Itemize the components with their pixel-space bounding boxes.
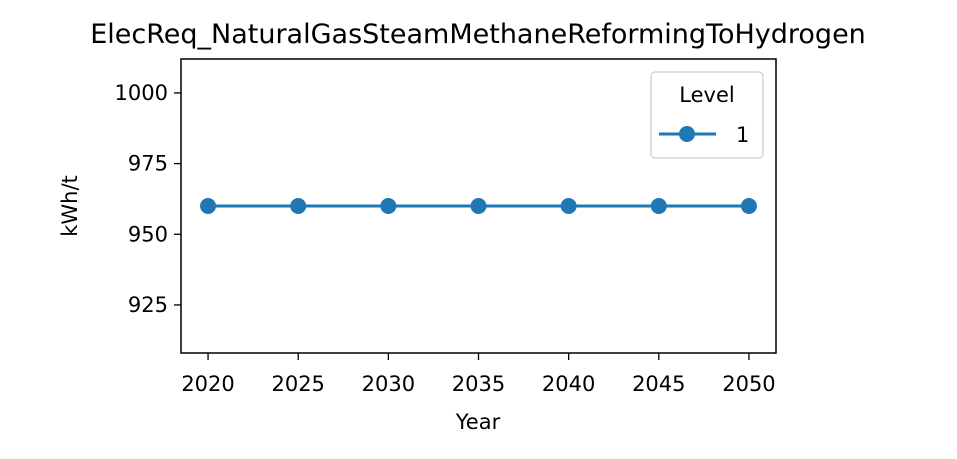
- x-axis-label: Year: [455, 410, 501, 434]
- x-tick-label: 2040: [542, 372, 595, 396]
- y-tick-label: 1000: [115, 81, 168, 105]
- data-point: [470, 198, 487, 214]
- legend-label-series-1: 1: [736, 123, 749, 147]
- legend-title: Level: [679, 83, 734, 107]
- legend-marker-series-1: [679, 126, 695, 142]
- legend: Level 1: [650, 71, 764, 159]
- plot-area: 2020 2025 2030 2035 2040 2045 2050 925 950 975 10…: [115, 58, 777, 396]
- data-point: [380, 198, 397, 214]
- data-point: [200, 198, 217, 214]
- series-layer: [200, 198, 757, 214]
- x-tick-label: 2045: [632, 372, 685, 396]
- legend-frame: [650, 71, 764, 159]
- x-tick-label: 2025: [271, 372, 324, 396]
- x-tick-label: 2020: [181, 372, 234, 396]
- data-point: [560, 198, 577, 214]
- x-tick-label: 2050: [722, 372, 775, 396]
- y-tick-label: 925: [128, 293, 168, 317]
- y-axis: 925 950 975 1000: [115, 81, 181, 317]
- chart-title: ElecReq_NaturalGasSteamMethaneReformingT…: [90, 19, 866, 50]
- x-axis: 2020 2025 2030 2035 2040 2045 2050: [181, 353, 776, 396]
- x-tick-label: 2035: [452, 372, 505, 396]
- y-axis-label: kWh/t: [58, 175, 82, 237]
- data-point: [740, 198, 757, 214]
- y-tick-label: 975: [128, 152, 168, 176]
- y-tick-label: 950: [128, 222, 168, 246]
- data-point: [650, 198, 667, 214]
- x-tick-label: 2030: [362, 372, 415, 396]
- data-point: [290, 198, 307, 214]
